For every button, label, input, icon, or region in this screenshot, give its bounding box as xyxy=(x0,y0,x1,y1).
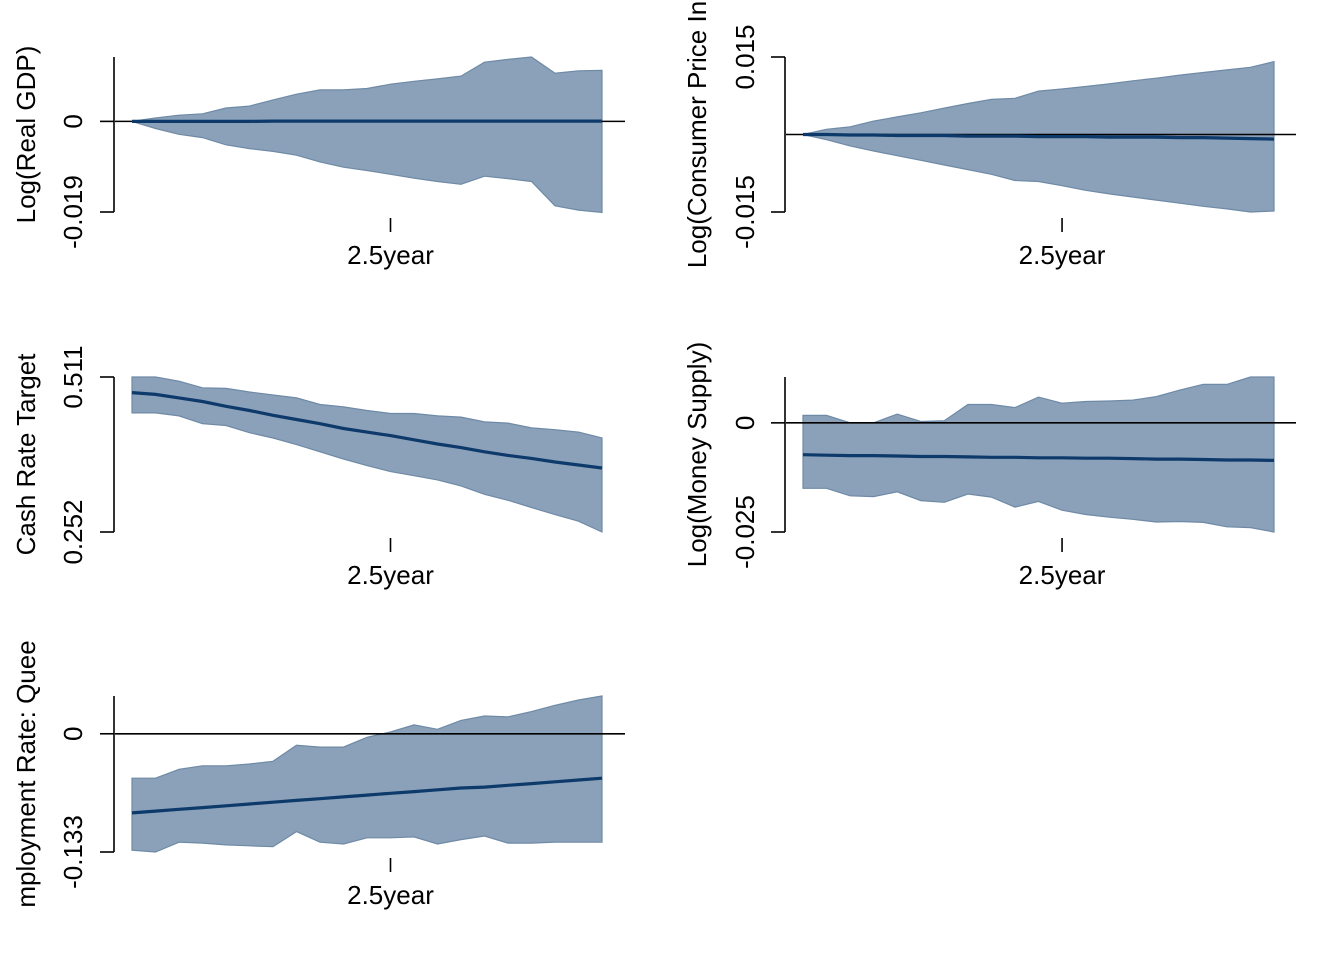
y-axis: -0.019 0 xyxy=(58,57,115,249)
median-response-line xyxy=(131,391,603,470)
y-tick-label: -0.133 xyxy=(58,815,88,889)
irf-panel-4: -0.025 0 2.5year Log(Money Supply) xyxy=(682,342,1296,590)
median-response-line xyxy=(131,776,603,815)
y-axis-title: mployment Rate: Quee xyxy=(11,640,41,907)
irf-panel-2: -0.015 0.015 2.5year Log(Consumer Price In xyxy=(682,1,1296,270)
y-axis-title: Log(Money Supply) xyxy=(682,342,712,567)
confidence-band xyxy=(131,695,603,853)
y-tick-label: -0.025 xyxy=(730,495,760,569)
x-axis: 2.5year xyxy=(1019,218,1106,270)
y-tick-label: -0.015 xyxy=(730,175,760,249)
irf-panel-1: -0.019 0 2.5year Log(Real GDP) xyxy=(11,46,625,270)
confidence-band xyxy=(802,376,1275,533)
x-tick-label: 2.5year xyxy=(347,240,434,270)
irf-panel-5: -0.133 0 2.5year mployment Rate: Quee xyxy=(11,640,625,910)
median-response-line xyxy=(803,132,1275,141)
x-tick-label: 2.5year xyxy=(1019,240,1106,270)
y-tick-label: -0.019 xyxy=(58,175,88,249)
y-tick-label: 0.015 xyxy=(730,24,760,89)
y-axis-title: Log(Consumer Price In xyxy=(682,1,712,268)
irf-panel-3: 0.252 0.511 2.5year Cash Rate Target xyxy=(11,345,603,590)
y-axis: 0.252 0.511 xyxy=(58,345,115,565)
y-tick-label: 0 xyxy=(730,416,760,430)
median-response-line xyxy=(802,453,1275,462)
x-axis: 2.5year xyxy=(347,858,434,910)
confidence-band xyxy=(131,376,603,533)
y-tick-label: 0.252 xyxy=(58,499,88,564)
y-axis: -0.025 0 xyxy=(730,377,786,569)
y-tick-label: 0.511 xyxy=(58,345,88,408)
x-tick-label: 2.5year xyxy=(1019,560,1106,590)
y-tick-label: 0 xyxy=(58,114,88,128)
y-axis: -0.015 0.015 xyxy=(730,24,786,249)
x-axis: 2.5year xyxy=(1019,538,1106,590)
y-axis-title: Cash Rate Target xyxy=(11,353,41,556)
y-axis: -0.133 0 xyxy=(58,696,115,889)
x-tick-label: 2.5year xyxy=(347,880,434,910)
y-axis-title: Log(Real GDP) xyxy=(11,46,41,224)
x-tick-label: 2.5year xyxy=(347,560,434,590)
confidence-band xyxy=(131,56,603,214)
x-axis: 2.5year xyxy=(347,218,434,270)
x-axis: 2.5year xyxy=(347,538,434,590)
y-tick-label: 0 xyxy=(58,727,88,741)
